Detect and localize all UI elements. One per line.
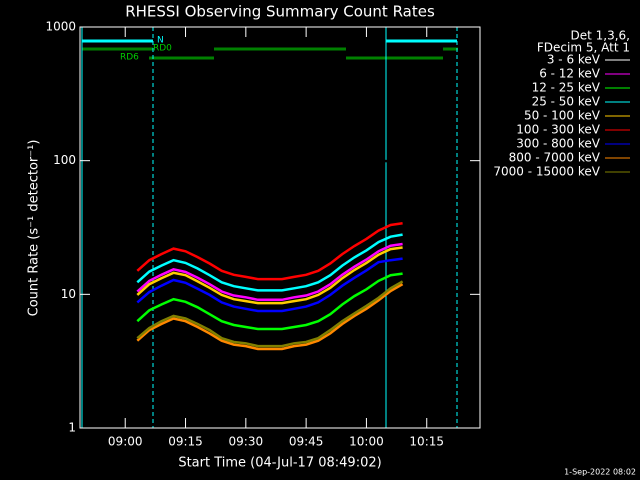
series-line	[136, 222, 403, 281]
annotation: N	[157, 36, 164, 46]
series-line	[136, 257, 403, 313]
series-line	[136, 283, 404, 351]
y-tick-label: 1	[68, 421, 76, 435]
y-tick-label: 1000	[45, 20, 76, 34]
plot-frame	[79, 26, 481, 429]
x-tick-label: 09:15	[168, 435, 203, 449]
annotation: RD0	[153, 44, 172, 54]
state-bars	[81, 27, 458, 428]
legend-label: 300 - 800 keV	[516, 137, 600, 151]
legend-label: 50 - 100 keV	[524, 109, 601, 123]
series-line	[136, 280, 404, 348]
series-line	[136, 242, 403, 302]
y-axis-label: Count Rate (s⁻¹ detector⁻¹)	[27, 140, 42, 317]
series-line	[136, 272, 403, 331]
legend-label: 12 - 25 keV	[532, 81, 601, 95]
legend-label: 100 - 300 keV	[516, 123, 600, 137]
y-tick-label: 10	[61, 287, 76, 301]
x-axis-label: Start Time (04-Jul-17 08:49:02)	[178, 456, 381, 471]
x-tick-label: 09:00	[108, 435, 143, 449]
legend-label: 7000 - 15000 keV	[493, 165, 600, 179]
y-tick-label: 100	[53, 153, 76, 167]
legend-label: 800 - 7000 keV	[509, 151, 601, 165]
legend-header: FDecim 5, Att 1	[537, 41, 630, 55]
legend-header: Det 1,3,6,	[571, 29, 631, 43]
chart-title: RHESSI Observing Summary Count Rates	[125, 3, 435, 21]
legend-label: 3 - 6 keV	[547, 53, 601, 67]
x-tick-label: 09:45	[289, 435, 324, 449]
legend-label: 6 - 12 keV	[539, 67, 601, 81]
footer: 1-Sep-2022 08:02	[564, 468, 636, 477]
x-tick-label: 10:15	[409, 435, 444, 449]
x-tick-label: 09:30	[229, 435, 264, 449]
x-tick-label: 10:00	[349, 435, 384, 449]
series-line	[136, 233, 403, 292]
series-line	[136, 155, 403, 189]
annotation: RD6	[120, 53, 139, 63]
legend-label: 25 - 50 keV	[532, 95, 601, 109]
series-line	[136, 246, 403, 305]
